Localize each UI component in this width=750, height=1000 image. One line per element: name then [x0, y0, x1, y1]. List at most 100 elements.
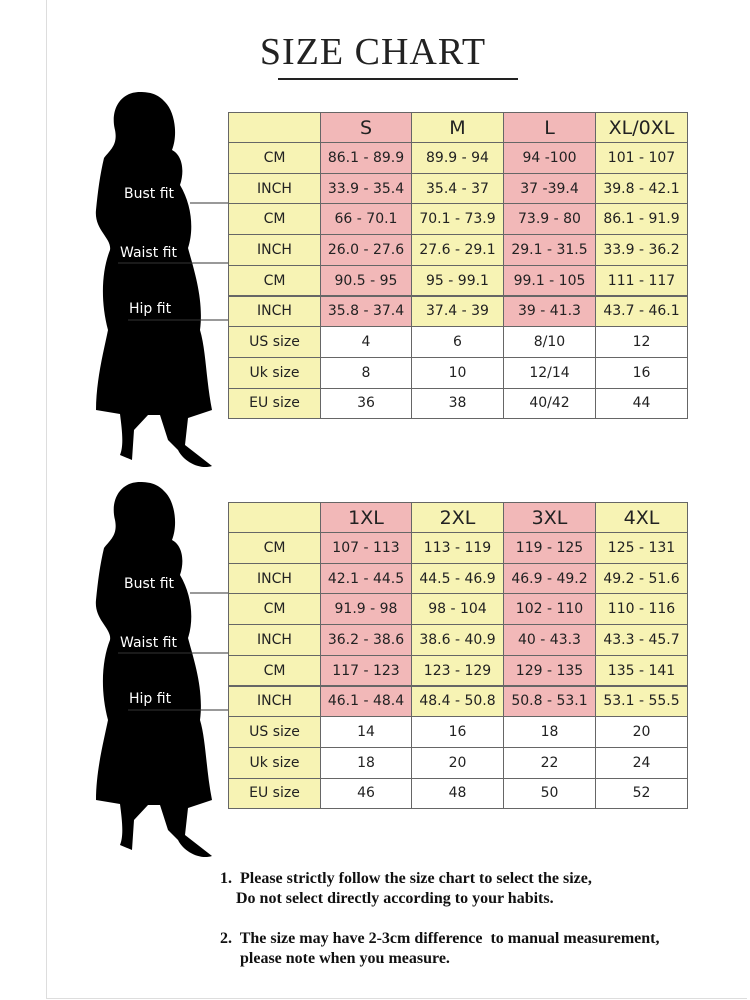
size-value: 12 [595, 326, 688, 358]
size-value: 44 [595, 387, 688, 420]
fit-label: Waist fit [120, 245, 177, 261]
size-value: 8 [320, 356, 412, 389]
size-value: 125 - 131 [595, 532, 688, 564]
note-line: please note when you measure. [240, 950, 450, 967]
row-label: INCH [228, 685, 321, 718]
size-value: 18 [503, 716, 596, 748]
size-value: 123 - 129 [411, 654, 504, 687]
size-value: 36 [320, 387, 412, 420]
size-value: 24 [595, 746, 688, 779]
size-value: 4 [320, 326, 412, 358]
row-label: CM [228, 654, 321, 687]
row-label: INCH [228, 295, 321, 328]
size-value: 86.1 - 89.9 [320, 142, 412, 174]
size-value: 20 [411, 746, 504, 779]
size-value: 12/14 [503, 356, 596, 389]
size-value: 33.9 - 35.4 [320, 172, 412, 205]
size-value: 50.8 - 53.1 [503, 685, 596, 718]
size-value: 38.6 - 40.9 [411, 624, 504, 656]
size-value: 73.9 - 80 [503, 203, 596, 236]
fit-label: Hip fit [129, 691, 172, 707]
row-label: CM [228, 203, 321, 236]
size-value: 40/42 [503, 387, 596, 420]
row-label: EU size [228, 777, 321, 810]
size-value: 91.9 - 98 [320, 593, 412, 626]
size-value: 16 [411, 716, 504, 748]
fit-label: Hip fit [129, 301, 172, 317]
size-value: 10 [411, 356, 504, 389]
size-value: 49.2 - 51.6 [595, 562, 688, 595]
row-label: Uk size [228, 356, 321, 389]
size-value: 53.1 - 55.5 [595, 685, 688, 718]
size-value: 43.3 - 45.7 [595, 624, 688, 656]
row-label: CM [228, 532, 321, 564]
size-value: 66 - 70.1 [320, 203, 412, 236]
size-value: 99.1 - 105 [503, 264, 596, 297]
header-corner [228, 502, 321, 533]
size-header: M [411, 112, 504, 143]
size-value: 98 - 104 [411, 593, 504, 626]
row-label: EU size [228, 387, 321, 420]
size-header: 4XL [595, 502, 688, 533]
title: SIZE CHART [259, 31, 487, 73]
size-value: 48 [411, 777, 504, 810]
size-value: 52 [595, 777, 688, 810]
row-label: CM [228, 142, 321, 174]
size-value: 40 - 43.3 [503, 624, 596, 656]
size-value: 39.8 - 42.1 [595, 172, 688, 205]
fit-label: Waist fit [120, 635, 177, 651]
row-label: INCH [228, 172, 321, 205]
size-header: 1XL [320, 502, 412, 533]
size-value: 89.9 - 94 [411, 142, 504, 174]
size-value: 119 - 125 [503, 532, 596, 564]
size-value: 20 [595, 716, 688, 748]
size-value: 107 - 113 [320, 532, 412, 564]
size-value: 117 - 123 [320, 654, 412, 687]
header-corner [228, 112, 321, 143]
size-value: 38 [411, 387, 504, 420]
size-header: 2XL [411, 502, 504, 533]
size-value: 14 [320, 716, 412, 748]
size-value: 37.4 - 39 [411, 295, 504, 328]
size-header: XL/0XL [595, 112, 688, 143]
size-value: 36.2 - 38.6 [320, 624, 412, 656]
size-value: 42.1 - 44.5 [320, 562, 412, 595]
size-value: 70.1 - 73.9 [411, 203, 504, 236]
size-value: 26.0 - 27.6 [320, 234, 412, 266]
size-header: S [320, 112, 412, 143]
size-value: 110 - 116 [595, 593, 688, 626]
row-label: INCH [228, 234, 321, 266]
size-value: 90.5 - 95 [320, 264, 412, 297]
row-label: US size [228, 716, 321, 748]
size-value: 6 [411, 326, 504, 358]
size-value: 46 [320, 777, 412, 810]
size-value: 39 - 41.3 [503, 295, 596, 328]
size-value: 94 -100 [503, 142, 596, 174]
size-value: 37 -39.4 [503, 172, 596, 205]
note-line: Do not select directly according to your… [236, 890, 554, 907]
size-value: 135 - 141 [595, 654, 688, 687]
size-value: 50 [503, 777, 596, 810]
row-label: INCH [228, 624, 321, 656]
row-label: US size [228, 326, 321, 358]
size-value: 111 - 117 [595, 264, 688, 297]
size-header: 3XL [503, 502, 596, 533]
row-label: CM [228, 264, 321, 297]
size-value: 16 [595, 356, 688, 389]
size-value: 35.4 - 37 [411, 172, 504, 205]
note-line: 1. Please strictly follow the size chart… [220, 870, 592, 887]
size-value: 46.1 - 48.4 [320, 685, 412, 718]
size-value: 35.8 - 37.4 [320, 295, 412, 328]
size-value: 95 - 99.1 [411, 264, 504, 297]
fit-label: Bust fit [124, 186, 175, 202]
size-value: 18 [320, 746, 412, 779]
size-header: L [503, 112, 596, 143]
frame [46, 0, 747, 999]
row-label: INCH [228, 562, 321, 595]
fit-label: Bust fit [124, 576, 175, 592]
size-value: 129 - 135 [503, 654, 596, 687]
size-value: 113 - 119 [411, 532, 504, 564]
size-value: 101 - 107 [595, 142, 688, 174]
size-value: 29.1 - 31.5 [503, 234, 596, 266]
